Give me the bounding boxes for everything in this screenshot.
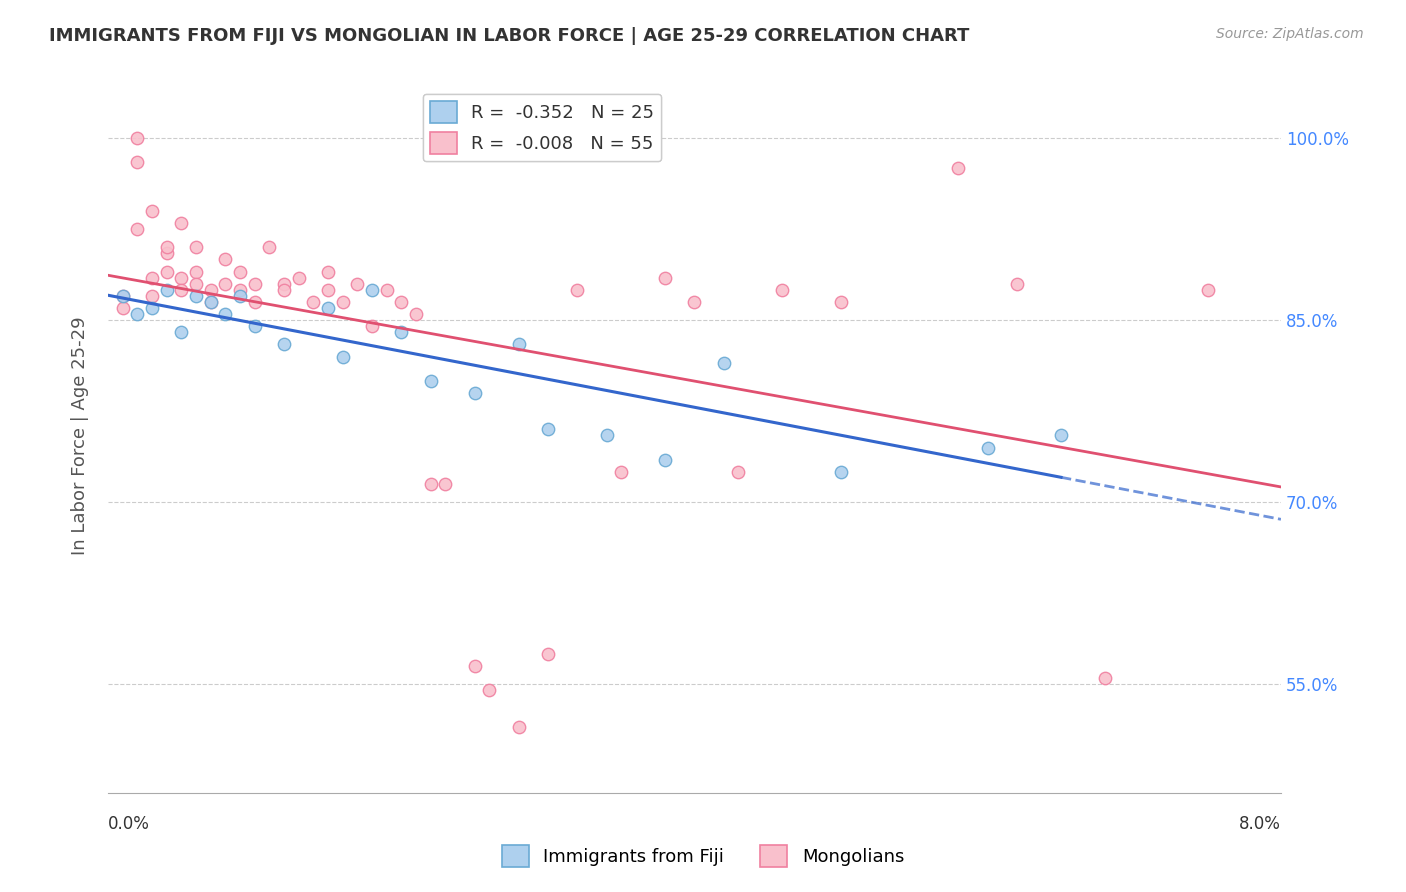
Text: 8.0%: 8.0% xyxy=(1239,815,1281,833)
Point xyxy=(273,337,295,351)
Point xyxy=(214,277,236,291)
Point xyxy=(332,295,354,310)
Point xyxy=(156,283,179,297)
Point xyxy=(316,264,339,278)
Point xyxy=(156,240,179,254)
Point xyxy=(156,246,179,260)
Point xyxy=(375,283,398,297)
Point xyxy=(141,203,163,218)
Point xyxy=(214,252,236,267)
Point xyxy=(537,422,560,436)
Point xyxy=(389,326,412,340)
Point xyxy=(141,270,163,285)
Point xyxy=(259,240,281,254)
Point xyxy=(184,264,207,278)
Point xyxy=(389,295,412,310)
Point xyxy=(229,264,252,278)
Point xyxy=(214,307,236,321)
Point xyxy=(332,350,354,364)
Point xyxy=(127,155,149,169)
Point xyxy=(127,307,149,321)
Point xyxy=(361,283,384,297)
Point xyxy=(654,270,676,285)
Point xyxy=(405,307,427,321)
Point xyxy=(111,289,134,303)
Point xyxy=(1005,277,1028,291)
Point xyxy=(243,277,266,291)
Text: 0.0%: 0.0% xyxy=(108,815,150,833)
Point xyxy=(610,465,633,479)
Point xyxy=(141,289,163,303)
Point xyxy=(727,465,749,479)
Legend: R =  -0.352   N = 25, R =  -0.008   N = 55: R = -0.352 N = 25, R = -0.008 N = 55 xyxy=(422,94,661,161)
Point xyxy=(229,289,252,303)
Point xyxy=(170,270,193,285)
Point xyxy=(287,270,309,285)
Point xyxy=(830,465,852,479)
Point xyxy=(361,319,384,334)
Point xyxy=(243,295,266,310)
Point xyxy=(302,295,325,310)
Point xyxy=(127,222,149,236)
Point xyxy=(434,477,457,491)
Point xyxy=(508,720,530,734)
Point xyxy=(772,283,794,297)
Point xyxy=(464,659,486,673)
Point xyxy=(229,283,252,297)
Point xyxy=(273,277,295,291)
Point xyxy=(200,295,222,310)
Point xyxy=(683,295,706,310)
Point xyxy=(243,319,266,334)
Point xyxy=(1094,671,1116,685)
Point xyxy=(478,683,501,698)
Text: Source: ZipAtlas.com: Source: ZipAtlas.com xyxy=(1216,27,1364,41)
Point xyxy=(567,283,589,297)
Point xyxy=(1197,283,1219,297)
Point xyxy=(830,295,852,310)
Point xyxy=(200,283,222,297)
Point xyxy=(156,264,179,278)
Point xyxy=(111,301,134,315)
Point xyxy=(464,386,486,401)
Point xyxy=(170,283,193,297)
Point xyxy=(184,277,207,291)
Point xyxy=(111,289,134,303)
Point xyxy=(508,337,530,351)
Point xyxy=(346,277,368,291)
Point xyxy=(184,240,207,254)
Point xyxy=(170,326,193,340)
Point xyxy=(184,289,207,303)
Point xyxy=(419,477,441,491)
Point xyxy=(654,452,676,467)
Point xyxy=(273,283,295,297)
Point xyxy=(141,301,163,315)
Point xyxy=(1050,428,1073,442)
Legend: Immigrants from Fiji, Mongolians: Immigrants from Fiji, Mongolians xyxy=(495,838,911,874)
Point xyxy=(977,441,1000,455)
Point xyxy=(948,161,970,176)
Y-axis label: In Labor Force | Age 25-29: In Labor Force | Age 25-29 xyxy=(72,316,89,555)
Text: IMMIGRANTS FROM FIJI VS MONGOLIAN IN LABOR FORCE | AGE 25-29 CORRELATION CHART: IMMIGRANTS FROM FIJI VS MONGOLIAN IN LAB… xyxy=(49,27,970,45)
Point xyxy=(127,131,149,145)
Point xyxy=(419,374,441,388)
Point xyxy=(595,428,617,442)
Point xyxy=(537,647,560,661)
Point xyxy=(316,301,339,315)
Point xyxy=(170,216,193,230)
Point xyxy=(713,356,735,370)
Point xyxy=(200,295,222,310)
Point xyxy=(316,283,339,297)
